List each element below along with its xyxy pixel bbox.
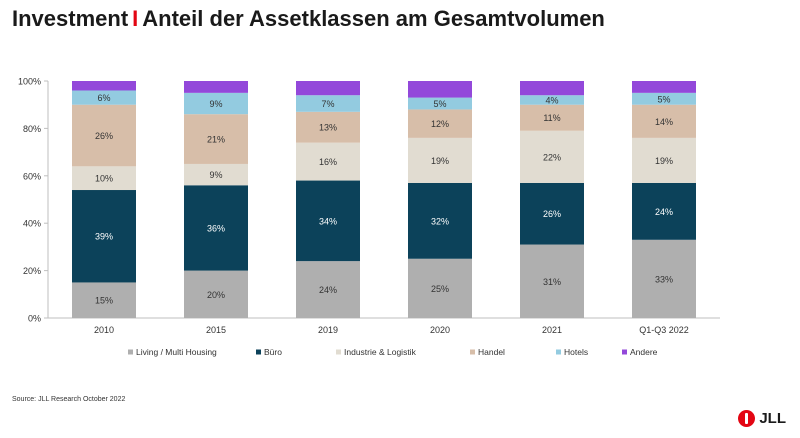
data-label: 5% — [433, 99, 446, 109]
data-label: 12% — [431, 119, 449, 129]
data-label: 26% — [543, 209, 561, 219]
y-tick-label: 40% — [23, 219, 41, 229]
bar-segment — [632, 182, 696, 240]
x-tick-label: 2020 — [430, 325, 450, 335]
data-label: 6% — [97, 93, 110, 103]
source-note: Source: JLL Research October 2022 — [12, 396, 126, 403]
data-label: 34% — [319, 216, 337, 226]
data-label: 13% — [319, 123, 337, 133]
legend-swatch — [128, 349, 133, 355]
bar-segment — [72, 282, 136, 318]
bar-segment — [72, 81, 136, 91]
bar-segment — [632, 92, 696, 105]
data-label: 22% — [543, 152, 561, 162]
data-label: 25% — [431, 284, 449, 294]
data-label: 19% — [431, 156, 449, 166]
y-tick-label: 60% — [23, 171, 41, 181]
data-label: 9% — [209, 99, 222, 109]
bar-segment — [632, 137, 696, 183]
bar-segment — [408, 97, 472, 110]
data-label: 9% — [209, 170, 222, 180]
x-tick-label: Q1-Q3 2022 — [639, 325, 689, 335]
page-title: Investment I Anteil der Assetklassen am Ge… — [12, 6, 605, 32]
bar-segment — [72, 166, 136, 191]
x-tick-label: 2019 — [318, 325, 338, 335]
data-label: 20% — [207, 290, 225, 300]
bar-segment — [408, 137, 472, 183]
data-label: 36% — [207, 223, 225, 233]
data-label: 10% — [95, 174, 113, 184]
data-label: 24% — [319, 285, 337, 295]
legend-swatch — [470, 349, 475, 355]
data-label: 4% — [545, 95, 558, 105]
legend-swatch — [556, 349, 561, 355]
title-main: Investment — [12, 6, 129, 31]
data-label: 26% — [95, 131, 113, 141]
data-label: 32% — [431, 216, 449, 226]
y-tick-label: 80% — [23, 124, 41, 134]
bar-segment — [184, 270, 248, 318]
legend-swatch — [336, 349, 341, 355]
x-tick-label: 2010 — [94, 325, 114, 335]
y-tick-label: 0% — [28, 314, 41, 324]
title-separator: I — [132, 6, 139, 31]
bar-segment — [296, 81, 360, 96]
bar-segment — [184, 114, 248, 164]
x-tick-label: 2021 — [542, 325, 562, 335]
bar-segment — [184, 185, 248, 271]
bar-segment — [520, 104, 584, 131]
legend-label: Andere — [630, 347, 658, 357]
bar-segment — [408, 182, 472, 259]
bar-segment — [296, 142, 360, 181]
bar-segment — [296, 95, 360, 112]
title-sub: Anteil der Assetklassen am Gesamtvolumen — [142, 6, 605, 31]
bar-segment — [632, 81, 696, 93]
data-label: 14% — [655, 117, 673, 127]
data-label: 33% — [655, 274, 673, 284]
jll-logo-icon — [738, 410, 756, 427]
y-tick-label: 20% — [23, 266, 41, 276]
bar-segment — [408, 81, 472, 98]
bar-segment — [520, 81, 584, 96]
legend-swatch — [256, 349, 261, 355]
bar-segment — [408, 109, 472, 138]
legend-swatch — [622, 349, 627, 355]
bar-segment — [184, 92, 248, 115]
bar-segment — [632, 104, 696, 138]
x-tick-label: 2015 — [206, 325, 226, 335]
data-label: 7% — [321, 99, 334, 109]
data-label: 24% — [655, 207, 673, 217]
jll-logo: JLL — [738, 410, 786, 427]
jll-logo-text: JLL — [759, 410, 786, 427]
data-label: 15% — [95, 296, 113, 306]
legend-label: Büro — [264, 347, 282, 357]
data-label: 11% — [543, 113, 560, 123]
bar-segment — [296, 180, 360, 262]
legend-label: Handel — [478, 347, 505, 357]
bar-segment — [72, 90, 136, 105]
data-label: 39% — [95, 232, 113, 242]
bar-segment — [184, 163, 248, 186]
data-label: 5% — [657, 94, 670, 104]
legend-label: Living / Multi Housing — [136, 347, 217, 357]
bar-segment — [520, 182, 584, 245]
legend-label: Industrie & Logistik — [344, 347, 417, 357]
bar-segment — [296, 111, 360, 143]
bar-segment — [296, 261, 360, 318]
bar-segment — [184, 81, 248, 93]
bar-segment — [408, 258, 472, 318]
data-label: 31% — [543, 277, 561, 287]
bar-segment — [520, 130, 584, 183]
bar-segment — [520, 244, 584, 318]
bar-segment — [72, 190, 136, 283]
bar-segment — [520, 95, 584, 105]
bar-segment — [632, 239, 696, 318]
data-label: 16% — [319, 157, 337, 167]
bar-segment — [72, 104, 136, 167]
y-tick-label: 100% — [18, 77, 41, 87]
data-label: 21% — [207, 135, 225, 145]
legend-label: Hotels — [564, 347, 588, 357]
data-label: 19% — [655, 156, 673, 166]
